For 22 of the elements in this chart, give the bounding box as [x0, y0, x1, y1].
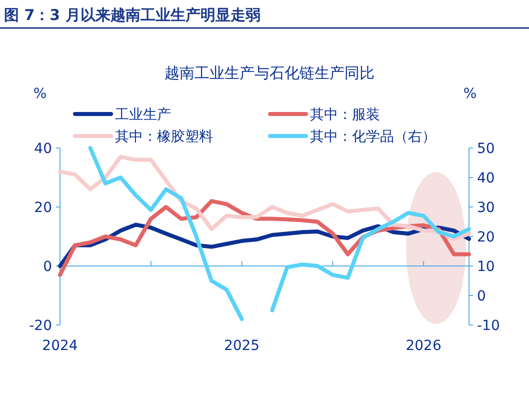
y2-tick-label: 50 [477, 141, 495, 157]
legend-label: 其中：橡胶塑料 [115, 129, 213, 145]
y-tick-label: 0 [43, 259, 52, 275]
y-axis-title: % [33, 86, 47, 102]
y2-tick-label: 10 [477, 259, 495, 275]
y2-tick-label: -10 [477, 318, 500, 334]
y-tick-label: 20 [34, 200, 52, 216]
x-tick-label: 2025 [224, 338, 260, 354]
x-tick-label: 2024 [42, 338, 78, 354]
y2-axis-title: % [463, 86, 477, 102]
chart-subtitle: 越南工业生产与石化链生产同比 [164, 64, 374, 82]
legend-label: 工业生产 [115, 107, 171, 123]
y2-tick-label: 20 [477, 230, 495, 246]
y-tick-label: -20 [29, 318, 52, 334]
y-tick-label: 40 [34, 141, 52, 157]
x-tick-label: 2026 [406, 338, 442, 354]
y2-tick-label: 40 [477, 170, 495, 186]
legend-label: 其中：化学品（右） [310, 129, 436, 145]
legend-label: 其中：服装 [310, 107, 380, 123]
chart-title: 图 7：3 月以来越南工业生产明显走弱 [4, 6, 260, 24]
y2-tick-label: 0 [477, 288, 486, 304]
y2-tick-label: 30 [477, 200, 495, 216]
